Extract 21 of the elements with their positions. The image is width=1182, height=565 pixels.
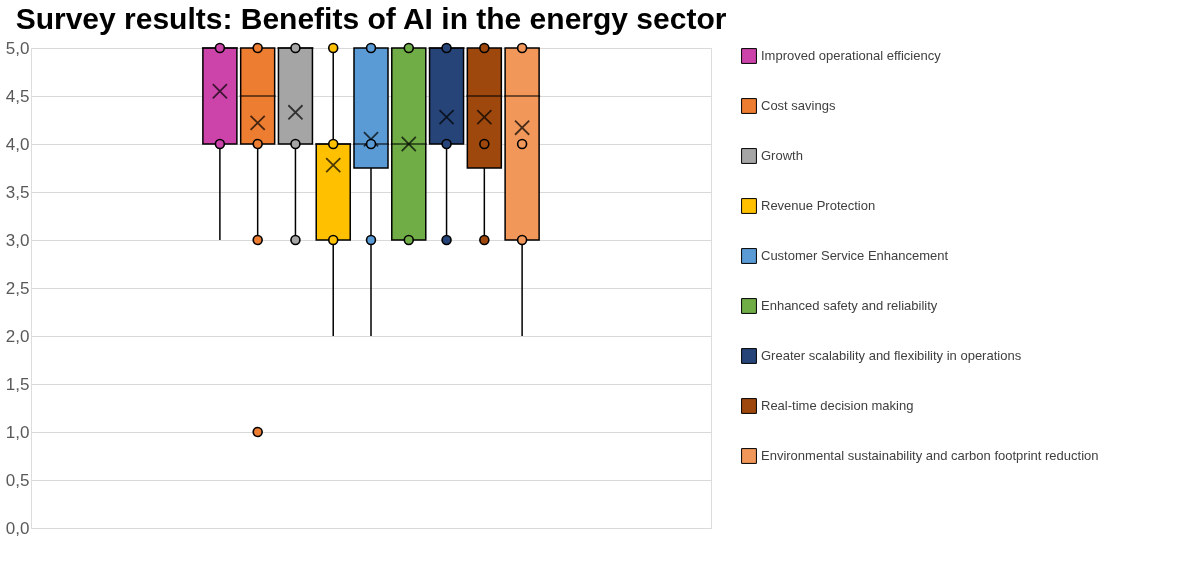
legend-label: Greater scalability and flexibility in operations (761, 348, 1022, 363)
y-tick-label: 0,5 (5, 470, 30, 490)
legend-label: Environmental sustainability and carbon footprint reduction (761, 448, 1099, 463)
y-tick-label: 4,5 (5, 86, 30, 106)
y-tick-label: 3,0 (5, 230, 30, 250)
y-tick-label: 2,5 (5, 278, 30, 298)
legend-label: Growth (761, 148, 803, 163)
y-tick-label: 5,0 (5, 38, 30, 58)
legend-label: Revenue Protection (761, 198, 876, 213)
y-tick-label: 0,0 (5, 518, 30, 538)
legend-label: Improved operational efficiency (761, 48, 942, 63)
y-tick-label: 1,5 (5, 374, 30, 394)
y-tick-label: 3,5 (5, 182, 30, 202)
y-tick-label: 1,0 (5, 422, 30, 442)
legend-label: Enhanced safety and reliability (761, 298, 938, 313)
chart-title: Survey results: Benefits of AI in the energy sector (15, 2, 727, 35)
legend-label: Real-time decision making (761, 398, 914, 413)
legend-label: Cost savings (761, 98, 836, 113)
legend-label: Customer Service Enhancement (761, 248, 949, 263)
y-tick-label: 2,0 (5, 326, 30, 346)
y-tick-label: 4,0 (5, 134, 30, 154)
